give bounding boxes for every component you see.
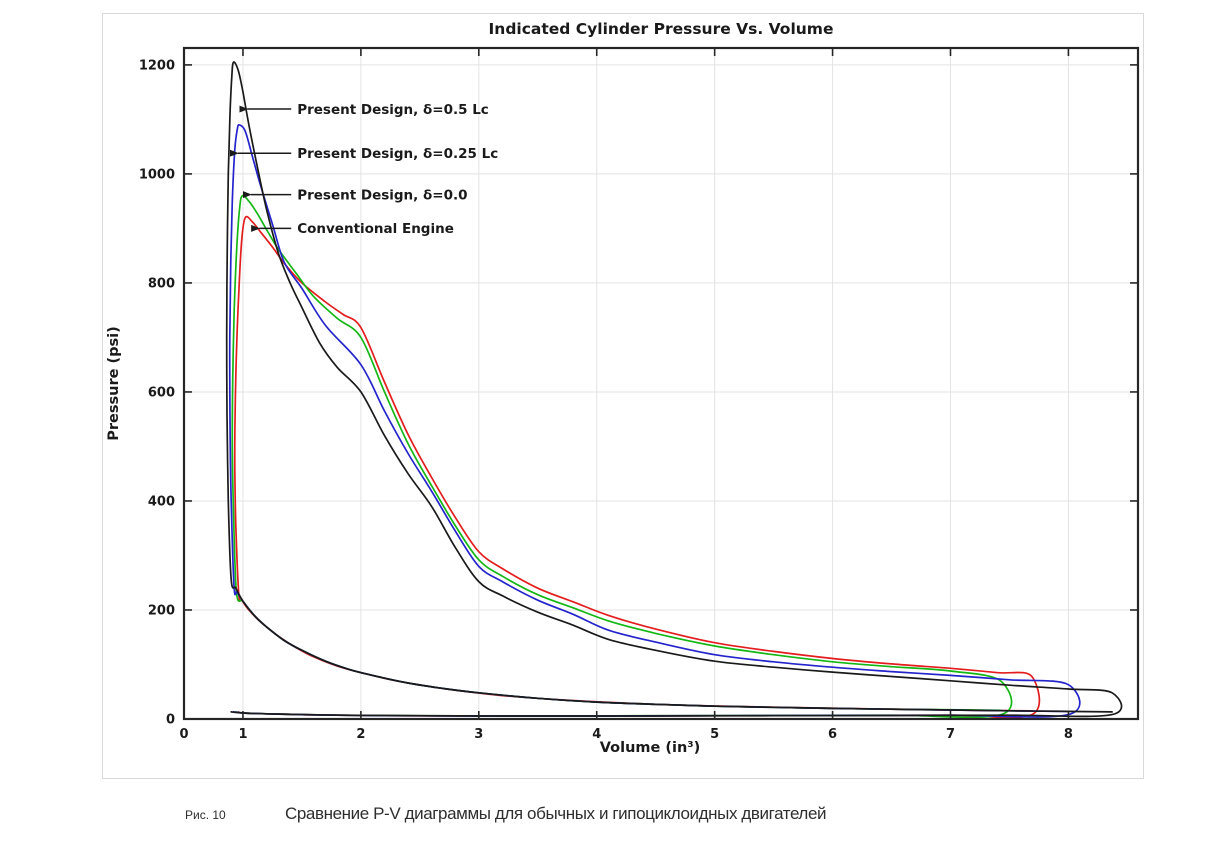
x-tick-label-6: 6 <box>828 727 837 742</box>
figure-caption-label: Рис. 10 <box>185 808 226 822</box>
x-tick-label-3: 3 <box>474 727 483 742</box>
y-tick-label-800: 800 <box>148 276 175 291</box>
x-axis-label: Volume (in³) <box>600 740 701 756</box>
x-tick-label-4: 4 <box>592 727 601 742</box>
figure-caption-text: Сравнение P-V диаграммы для обычных и ги… <box>285 804 827 823</box>
annotation-label-1: Present Design, δ=0.25 Lc <box>297 146 498 162</box>
y-tick-label-200: 200 <box>148 603 175 618</box>
series-curve-3 <box>225 61 1123 718</box>
x-tick-label-2: 2 <box>356 727 365 742</box>
x-tick-label-5: 5 <box>710 727 719 742</box>
y-tick-label-600: 600 <box>148 385 175 400</box>
figure-caption: Рис. 10 Сравнение P-V диаграммы для обычн… <box>185 804 1135 824</box>
y-tick-label-400: 400 <box>148 494 175 509</box>
y-tick-label-1000: 1000 <box>139 167 175 182</box>
series-curve-1 <box>231 194 1013 719</box>
x-tick-label-1: 1 <box>238 727 247 742</box>
plot-box <box>182 46 1140 721</box>
x-tick-label-0: 0 <box>179 727 188 742</box>
x-tick-label-7: 7 <box>946 727 955 742</box>
pv-chart: 0 1 2 3 4 5 6 7 8 0 200 400 600 800 1000 1200 Indicated … <box>106 20 1140 756</box>
annotation-label-0: Present Design, δ=0.5 Lc <box>297 102 489 118</box>
y-tick-label-1200: 1200 <box>139 58 175 73</box>
series-curve-0 <box>233 215 1041 719</box>
x-tick-label-8: 8 <box>1064 727 1073 742</box>
annotation-label-3: Conventional Engine <box>297 221 454 237</box>
y-tick-label-0: 0 <box>166 713 175 728</box>
y-axis-label: Pressure (psi) <box>106 326 122 440</box>
chart-title: Indicated Cylinder Pressure Vs. Volume <box>489 20 834 38</box>
figure-frame <box>102 13 1144 779</box>
annotation-label-2: Present Design, δ=0.0 <box>297 187 467 203</box>
